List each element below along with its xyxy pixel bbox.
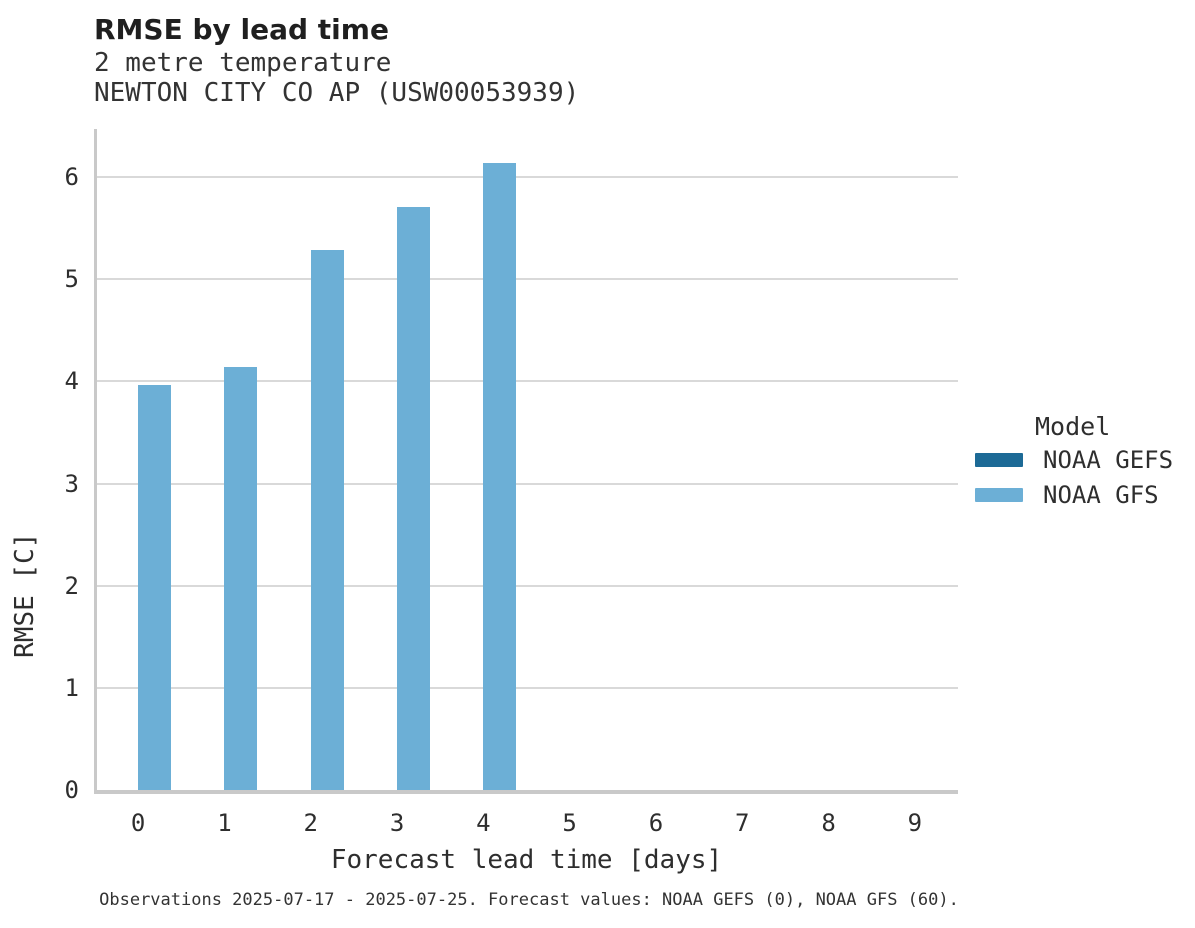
y-axis-title: RMSE [C]	[10, 532, 40, 658]
x-tick-label: 5	[562, 809, 577, 837]
y-axis-line	[94, 129, 97, 793]
legend-swatch-noaa-gefs	[975, 452, 1023, 467]
title-block: RMSE by lead time 2 metre temperature NE…	[94, 12, 579, 108]
legend-item-label: NOAA GFS	[1043, 480, 1159, 509]
x-axis-line	[94, 790, 958, 794]
x-tick-label: 7	[735, 809, 750, 837]
bar-noaa-gfs-lead-1	[224, 367, 258, 790]
y-tick-label: 4	[64, 367, 79, 396]
x-tick-label: 0	[130, 809, 146, 837]
x-tick-label: 2	[303, 809, 318, 837]
chart-subtitle-variable: 2 metre temperature	[94, 48, 392, 78]
legend-item-noaa-gefs: NOAA GEFS	[975, 442, 1190, 477]
x-axis-title: Forecast lead time [days]	[330, 845, 723, 875]
y-tick-label: 2	[64, 571, 79, 600]
gridline-y-4	[97, 380, 958, 383]
x-tick-label: 6	[648, 809, 664, 837]
x-tick-label: 4	[476, 809, 491, 837]
gridline-y-3	[97, 482, 958, 485]
legend-swatch-noaa-gfs	[975, 487, 1023, 502]
caption: Observations 2025-07-17 - 2025-07-25. Fo…	[99, 890, 959, 910]
bar-noaa-gfs-lead-4	[483, 162, 517, 790]
legend-item-noaa-gfs: NOAA GFS	[975, 477, 1190, 512]
gridline-y-2	[97, 584, 958, 587]
legend-items: NOAA GEFS NOAA GFS	[975, 442, 1190, 512]
plot-area: 0 1 2 3 4 5 6 0 1 2 3 4 5 6 7 8 9	[65, 129, 958, 837]
x-tick-label: 9	[907, 809, 923, 837]
x-tick-label: 8	[821, 809, 836, 837]
bar-noaa-gfs-lead-3	[397, 206, 430, 790]
gridline-y-1	[97, 686, 958, 689]
gridline-y-5	[97, 278, 958, 281]
bar-noaa-gfs-lead-0	[138, 385, 171, 790]
y-tick-label: 5	[64, 265, 79, 294]
y-tick-label: 3	[64, 469, 79, 498]
y-tick-label: 0	[64, 776, 79, 804]
y-tick-label: 6	[64, 163, 79, 192]
x-tick-label: 1	[217, 809, 232, 837]
legend-title: Model	[1035, 412, 1111, 441]
bar-noaa-gfs-lead-2	[310, 249, 344, 790]
gridline-y-6	[97, 176, 958, 179]
chart-subtitle-station: NEWTON CITY CO AP (USW00053939)	[94, 78, 580, 108]
y-tick-label: 1	[64, 673, 79, 702]
legend-item-label: NOAA GEFS	[1043, 445, 1174, 474]
x-tick-label: 3	[389, 809, 405, 837]
chart-title: RMSE by lead time	[94, 13, 389, 46]
legend: Model NOAA GEFS NOAA GFS	[975, 412, 1190, 512]
